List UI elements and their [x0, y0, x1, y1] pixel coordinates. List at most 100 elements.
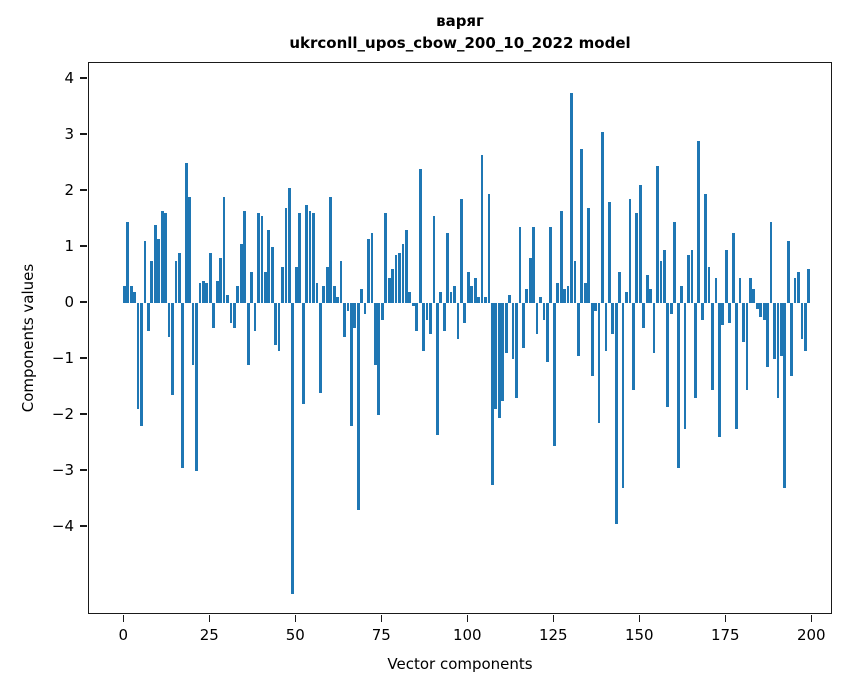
bar-component-29	[222, 196, 226, 303]
bar-component-1	[126, 221, 130, 303]
bar-component-56	[315, 283, 319, 303]
bar-component-76	[384, 213, 388, 303]
x-tick-label-75: 75	[371, 626, 391, 644]
bar-component-175	[724, 249, 728, 303]
bar-component-60	[329, 196, 333, 303]
bar-component-199	[807, 269, 811, 303]
bar-component-12	[164, 213, 167, 303]
bar-component-11	[160, 210, 164, 303]
bar-component-21	[195, 303, 198, 471]
bar-component-72	[370, 233, 374, 303]
bar-component-161	[676, 303, 680, 469]
y-tick-label--4: −4	[51, 517, 74, 535]
bar-component-169	[704, 193, 708, 303]
bar-component-89	[429, 303, 432, 334]
x-tick-label-0: 0	[118, 626, 129, 644]
x-tick-mark-0	[122, 615, 125, 622]
bar-component-172	[714, 277, 718, 303]
x-tick-label-100: 100	[452, 626, 482, 644]
bar-component-36	[246, 303, 250, 365]
bar-component-15	[174, 261, 178, 303]
bar-component-4	[136, 303, 140, 410]
bar-component-66	[349, 303, 353, 427]
bar-component-196	[797, 272, 800, 303]
bar-component-198	[804, 303, 807, 351]
bar-component-131	[573, 261, 577, 303]
bar-component-92	[439, 291, 443, 303]
bar-component-122	[542, 303, 546, 320]
bar-component-28	[219, 258, 223, 303]
bar-component-0	[122, 286, 126, 303]
bar-component-99	[463, 303, 467, 323]
bar-component-167	[697, 140, 701, 303]
bar-component-123	[546, 303, 549, 362]
y-tick-label-1: 1	[64, 237, 74, 255]
bar-component-154	[652, 303, 656, 354]
bar-component-193	[786, 241, 790, 303]
bar-component-117	[525, 289, 529, 303]
bar-component-179	[738, 277, 742, 303]
bar-component-111	[504, 303, 508, 354]
bar-component-158	[666, 303, 670, 407]
y-tick-label-2: 2	[64, 181, 74, 199]
bar-component-35	[243, 210, 247, 303]
bar-component-132	[576, 303, 580, 357]
y-tick-mark-4	[80, 77, 87, 79]
bar-component-197	[800, 303, 804, 340]
bar-component-50	[294, 266, 298, 303]
bar-component-128	[563, 289, 567, 303]
bar-component-192	[783, 303, 787, 488]
y-tick-label--1: −1	[51, 349, 74, 367]
bar-component-52	[301, 303, 305, 404]
bar-component-166	[693, 303, 697, 399]
bar-component-181	[745, 303, 749, 390]
bar-component-180	[742, 303, 745, 343]
bar-component-143	[614, 303, 618, 525]
bar-component-5	[140, 303, 143, 427]
bar-component-134	[583, 283, 587, 303]
bar-component-116	[521, 303, 525, 348]
bar-component-34	[239, 244, 243, 303]
y-axis-label: Components values	[19, 263, 37, 413]
bar-component-49	[291, 303, 295, 595]
y-tick-mark-3	[80, 133, 87, 135]
bar-component-124	[549, 227, 553, 303]
y-tick-label--3: −3	[51, 461, 74, 479]
bar-component-37	[250, 272, 253, 303]
x-tick-label-175: 175	[710, 626, 740, 644]
bar-component-139	[601, 132, 604, 303]
bar-component-32	[232, 303, 236, 329]
bar-component-152	[645, 275, 649, 303]
bar-component-114	[515, 303, 518, 399]
bar-component-108	[494, 303, 498, 410]
bar-component-110	[501, 303, 505, 401]
bar-component-65	[346, 303, 350, 312]
bar-component-67	[353, 303, 357, 329]
bar-component-77	[387, 277, 391, 303]
bar-component-62	[336, 297, 339, 303]
x-tick-label-200: 200	[796, 626, 826, 644]
bar-component-81	[401, 244, 405, 303]
bar-component-105	[484, 297, 487, 303]
y-tick-mark-0	[80, 301, 87, 303]
bar-component-109	[497, 303, 501, 418]
bar-component-43	[270, 247, 274, 303]
bar-component-48	[288, 188, 291, 303]
bar-component-96	[453, 286, 456, 303]
bar-component-8	[150, 261, 154, 303]
x-tick-mark-50	[294, 615, 297, 622]
x-tick-label-150: 150	[624, 626, 654, 644]
bar-component-103	[477, 297, 481, 303]
bar-component-140	[604, 303, 608, 351]
y-tick-label-0: 0	[64, 293, 74, 311]
bar-component-102	[473, 277, 477, 303]
bar-component-53	[305, 205, 309, 303]
bar-component-87	[422, 303, 425, 351]
bar-component-39	[257, 213, 260, 303]
bar-component-145	[621, 303, 625, 488]
x-tick-label-25: 25	[199, 626, 219, 644]
bar-component-148	[632, 303, 635, 390]
bar-component-84	[411, 303, 415, 306]
x-tick-label-50: 50	[285, 626, 305, 644]
